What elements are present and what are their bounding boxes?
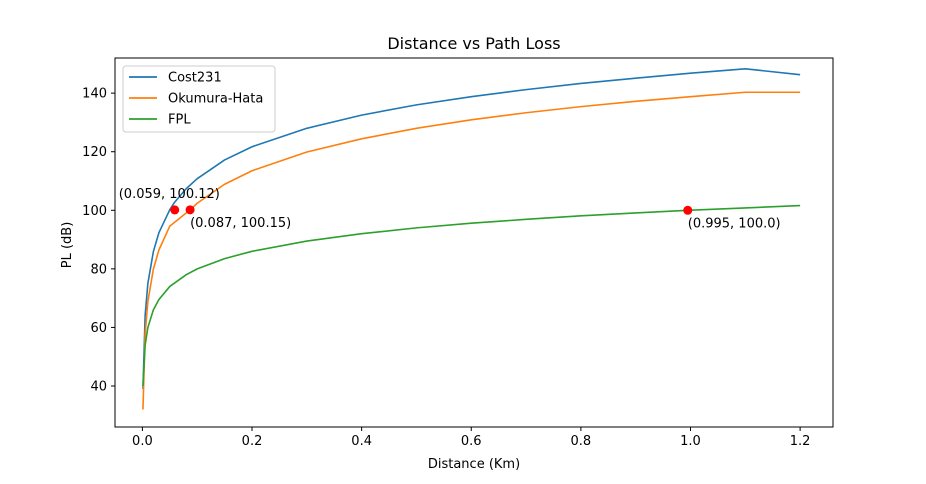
y-tick-label: 80: [90, 262, 107, 277]
data-marker: [683, 205, 693, 215]
x-tick-label: 1.2: [790, 434, 811, 449]
legend-box: [122, 65, 276, 133]
x-tick-label: 0.6: [461, 434, 482, 449]
y-tick-label: 60: [90, 321, 107, 336]
y-tick-label: 100: [82, 204, 107, 219]
legend: Cost231 Okumura-Hata FPL: [122, 65, 276, 133]
plot-area: 0.0 0.2 0.4 0.6 0.8 1.0 1.2 40 60 80 100 120 140 (0.0…: [82, 57, 834, 449]
y-tick-label: 40: [90, 380, 107, 395]
series-line-cost231: [142, 68, 801, 389]
chart-title: Distance vs Path Loss: [387, 34, 560, 53]
legend-label: Cost231: [168, 71, 222, 86]
x-tick-label: 0.0: [132, 434, 153, 449]
x-tick-label: 0.4: [351, 434, 372, 449]
x-tick-label: 0.2: [242, 434, 263, 449]
x-tick-label: 0.8: [571, 434, 592, 449]
x-axis-label: Distance (Km): [428, 457, 520, 472]
y-tick-label: 140: [82, 87, 107, 102]
data-marker: [170, 205, 180, 215]
series-line-okumura-hata: [142, 91, 801, 410]
axes-frame: [114, 57, 834, 428]
marker-annotation: (0.059, 100.12): [119, 187, 220, 202]
y-tick-label: 120: [82, 145, 107, 160]
legend-label: FPL: [168, 113, 191, 128]
x-tick-label: 1.0: [680, 434, 701, 449]
marker-annotation: (0.087, 100.15): [190, 216, 291, 231]
marker-annotation: (0.995, 100.0): [688, 216, 781, 231]
series-line-fpl: [142, 204, 801, 387]
data-marker: [185, 205, 195, 215]
y-axis-label: PL (dB): [60, 222, 75, 269]
legend-label: Okumura-Hata: [168, 92, 263, 107]
